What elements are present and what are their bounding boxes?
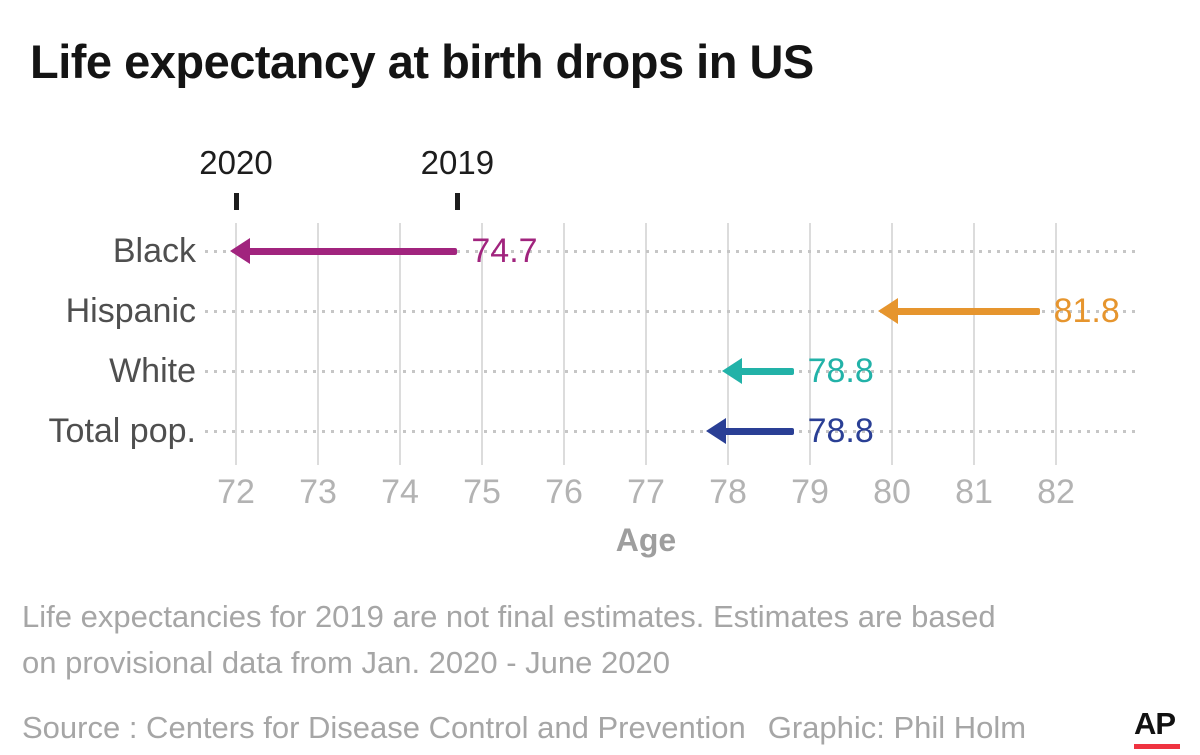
- value-label: 78.8: [807, 352, 874, 390]
- x-gridline: [727, 223, 729, 465]
- credit-text: Graphic: Phil Holm: [767, 710, 1027, 745]
- x-gridline: [891, 223, 893, 465]
- value-label: 78.8: [807, 412, 874, 450]
- arrow-head-icon: [877, 298, 898, 324]
- footnote-line2: on provisional data from Jan. 2020 - Jun…: [22, 645, 670, 680]
- x-gridline: [235, 223, 237, 465]
- x-gridline: [1055, 223, 1057, 465]
- x-tick-label: 79: [791, 473, 829, 511]
- category-label: Total pop.: [48, 412, 196, 450]
- ap-logo: AP: [1134, 706, 1182, 749]
- year-annotation-label: 2019: [420, 144, 495, 181]
- x-tick-label: 80: [873, 473, 911, 511]
- x-tick-label: 82: [1037, 473, 1075, 511]
- arrow-line: [721, 428, 794, 435]
- x-gridline: [481, 223, 483, 465]
- category-label: Hispanic: [65, 292, 196, 330]
- row-dotted-line: [205, 310, 1140, 313]
- category-label: Black: [112, 232, 196, 270]
- x-tick-label: 76: [545, 473, 583, 511]
- year-annotation-tick: [234, 193, 239, 210]
- source-line: Source : Centers for Disease Control and…: [22, 710, 1026, 746]
- arrow-head-icon: [230, 238, 250, 264]
- chart-title: Life expectancy at birth drops in US: [30, 35, 814, 88]
- x-tick-label: 81: [955, 473, 993, 511]
- arrow-head-icon: [705, 418, 726, 444]
- x-tick-label: 77: [627, 473, 665, 511]
- arrow-line: [738, 368, 794, 375]
- x-gridline: [563, 223, 565, 465]
- row-dotted-line: [205, 250, 1140, 253]
- year-annotation-tick: [455, 193, 461, 210]
- arrow-line: [893, 308, 1040, 315]
- arrow-line: [246, 248, 458, 255]
- row-dotted-line: [205, 430, 1140, 433]
- value-label: 74.7: [471, 232, 538, 270]
- ap-logo-underline: [1134, 744, 1180, 749]
- footnote: Life expectancies for 2019 are not final…: [22, 594, 996, 686]
- category-label: White: [109, 352, 196, 390]
- x-gridline: [317, 223, 319, 465]
- value-label: 81.8: [1053, 292, 1120, 330]
- year-annotation-label: 2020: [199, 144, 273, 181]
- x-axis-label: Age: [615, 522, 677, 558]
- x-tick-label: 78: [709, 473, 747, 511]
- x-tick-label: 72: [217, 473, 255, 511]
- x-tick-label: 74: [381, 473, 419, 511]
- x-tick-label: 73: [299, 473, 337, 511]
- x-gridline: [399, 223, 401, 465]
- x-gridline: [809, 223, 811, 465]
- footnote-line1: Life expectancies for 2019 are not final…: [22, 599, 996, 634]
- x-gridline: [645, 223, 647, 465]
- arrow-head-icon: [722, 358, 742, 384]
- x-gridline: [973, 223, 975, 465]
- row-dotted-line: [205, 370, 1140, 373]
- ap-logo-text: AP: [1134, 706, 1176, 741]
- x-tick-label: 75: [463, 473, 501, 511]
- source-text: Source : Centers for Disease Control and…: [22, 710, 746, 745]
